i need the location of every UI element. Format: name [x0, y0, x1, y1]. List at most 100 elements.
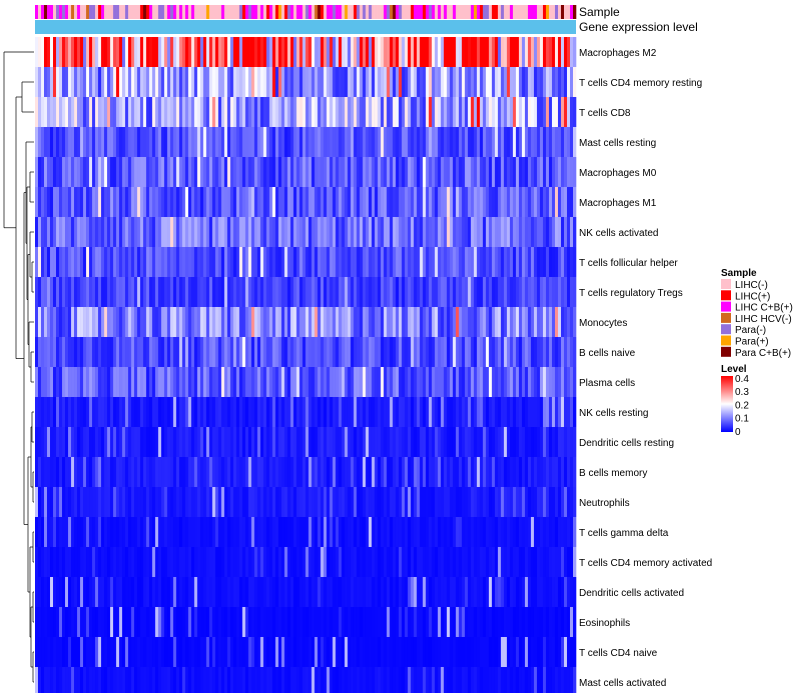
heatmap-cell	[407, 157, 411, 187]
sample-track-cell	[317, 5, 321, 19]
heatmap-cell	[383, 127, 387, 157]
heatmap-cell	[41, 217, 45, 247]
heatmap-cell	[392, 427, 396, 457]
heatmap-cell	[50, 37, 54, 67]
heatmap-cell	[251, 37, 255, 67]
heatmap-cell	[407, 217, 411, 247]
heatmap-cell	[104, 157, 108, 187]
heatmap-cell	[488, 247, 493, 277]
sample-legend-swatch	[721, 312, 731, 323]
heatmap-cell	[569, 517, 574, 547]
heatmap-cell	[383, 67, 387, 97]
heatmap-cell	[299, 277, 303, 307]
heatmap-cell	[236, 247, 240, 277]
heatmap-cell	[443, 337, 448, 367]
heatmap-cell	[95, 547, 99, 577]
heatmap-cell	[224, 637, 228, 667]
heatmap-cell	[71, 427, 75, 457]
heatmap-cell	[236, 547, 240, 577]
heatmap-cell	[47, 247, 51, 277]
heatmap-cell	[473, 367, 478, 397]
heatmap-cell	[281, 517, 285, 547]
sample-track-cell	[68, 5, 72, 19]
sample-legend-label: LIHC C+B(+)	[735, 303, 793, 314]
heatmap-cell	[176, 637, 180, 667]
heatmap-cell	[281, 397, 285, 427]
heatmap-cell	[455, 457, 460, 487]
heatmap-cell	[164, 277, 168, 307]
sample-track-cell	[515, 5, 520, 19]
heatmap-cell	[308, 667, 312, 693]
heatmap-cell	[92, 637, 96, 667]
heatmap-cell	[167, 427, 171, 457]
heatmap-cell	[563, 97, 568, 127]
heatmap-cell	[467, 577, 472, 607]
heatmap-cell	[284, 97, 288, 127]
heatmap-cell	[134, 37, 138, 67]
heatmap-cell	[194, 517, 198, 547]
heatmap-cell	[347, 277, 351, 307]
heatmap-cell	[263, 607, 267, 637]
heatmap-cell	[440, 547, 445, 577]
heatmap-cell	[242, 427, 246, 457]
heatmap-cell	[128, 367, 132, 397]
heatmap-cell	[266, 67, 270, 97]
sample-legend-label: Para(+)	[735, 337, 769, 348]
heatmap-cell	[50, 667, 54, 693]
sample-track-cell	[131, 5, 135, 19]
sample-track-cell	[107, 5, 111, 19]
heatmap-cell	[278, 397, 282, 427]
heatmap-cell	[320, 67, 324, 97]
heatmap-cell	[116, 187, 120, 217]
heatmap-cell	[479, 397, 484, 427]
heatmap-cell	[149, 487, 153, 517]
heatmap-cell	[317, 397, 321, 427]
heatmap-cell	[413, 367, 418, 397]
heatmap-cell	[455, 307, 460, 337]
heatmap-cell	[413, 277, 418, 307]
heatmap-cell	[239, 637, 243, 667]
heatmap-cell	[230, 337, 234, 367]
heatmap-cell	[311, 127, 315, 157]
heatmap-cell	[302, 577, 306, 607]
heatmap-cell	[230, 307, 234, 337]
heatmap-cell	[473, 97, 478, 127]
heatmap-cell	[554, 577, 559, 607]
heatmap-cell	[407, 397, 411, 427]
heatmap-cell	[254, 337, 258, 367]
heatmap-cell	[149, 157, 153, 187]
heatmap-cell	[95, 397, 99, 427]
heatmap-cell	[137, 397, 141, 427]
heatmap-cell	[320, 667, 324, 693]
heatmap-cell	[122, 577, 126, 607]
heatmap-cell	[437, 397, 442, 427]
heatmap-cell	[335, 67, 339, 97]
heatmap-cell	[326, 667, 330, 693]
heatmap-cell	[119, 607, 123, 637]
heatmap-cell	[266, 157, 270, 187]
heatmap-cell	[110, 517, 114, 547]
heatmap-cell	[554, 127, 559, 157]
heatmap-cell	[62, 607, 66, 637]
heatmap-cell	[314, 397, 318, 427]
heatmap-cell	[284, 457, 288, 487]
heatmap-cell	[245, 97, 249, 127]
heatmap-cell	[551, 637, 556, 667]
heatmap-cell	[245, 127, 249, 157]
heatmap-cell	[89, 547, 93, 577]
heatmap-cell	[218, 457, 222, 487]
heatmap-cell	[242, 337, 246, 367]
heatmap-cell	[230, 577, 234, 607]
heatmap-cell	[200, 457, 204, 487]
heatmap-cell	[377, 457, 381, 487]
sample-track-cell	[188, 5, 192, 19]
heatmap-cell	[242, 247, 246, 277]
heatmap-cell	[152, 67, 156, 97]
heatmap-cell	[419, 667, 424, 693]
heatmap-cell	[152, 667, 156, 693]
heatmap-cell	[422, 337, 427, 367]
heatmap-cell	[95, 217, 99, 247]
heatmap-cell	[254, 157, 258, 187]
heatmap-cell	[533, 247, 538, 277]
heatmap-cell	[521, 607, 526, 637]
